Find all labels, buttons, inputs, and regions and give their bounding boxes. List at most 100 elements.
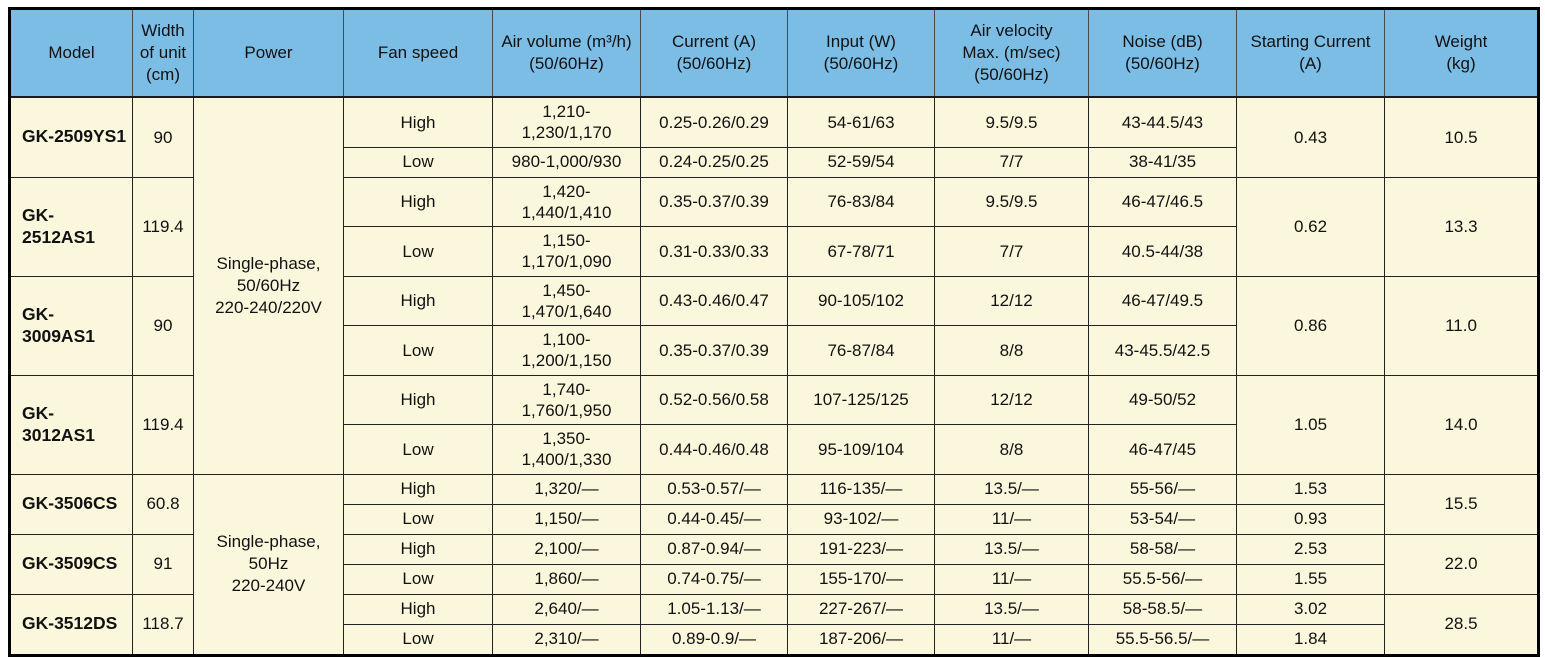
- input-cell: 155-170/—: [787, 563, 935, 595]
- current-cell: 0.74-0.75/—: [640, 563, 788, 595]
- noise-cell: 49-50/52: [1088, 374, 1237, 425]
- power-cell: Single-phase, 50/60Hz 220-240/220V: [193, 96, 344, 475]
- starting-current-cell: 0.62: [1236, 176, 1385, 277]
- current-cell: 1.05-1.13/—: [640, 593, 788, 625]
- air-velocity-cell: 7/7: [934, 226, 1089, 277]
- fan-speed-cell: Low: [343, 226, 493, 277]
- air-velocity-cell: 8/8: [934, 424, 1089, 475]
- table-header: Model Width of unit (cm) Power Fan speed…: [9, 8, 1539, 98]
- air-velocity-cell: 11/—: [934, 623, 1089, 656]
- fan-speed-cell: Low: [343, 146, 493, 178]
- air-volume-cell: 980-1,000/930: [492, 146, 641, 178]
- input-cell: 54-61/63: [787, 96, 935, 148]
- current-cell: 0.25-0.26/0.29: [640, 96, 788, 148]
- table-row: GK-3009AS1 90 High 1,450-1,470/1,640 0.43-0.…: [9, 275, 1539, 376]
- col-header-weight: Weight (kg): [1384, 8, 1539, 98]
- air-velocity-cell: 9.5/9.5: [934, 96, 1089, 148]
- input-cell: 107-125/125: [787, 374, 935, 425]
- current-cell: 0.24-0.25/0.25: [640, 146, 788, 178]
- air-velocity-cell: 13.5/—: [934, 473, 1089, 505]
- weight-cell: 10.5: [1384, 96, 1539, 178]
- air-velocity-cell: 9.5/9.5: [934, 176, 1089, 227]
- col-header-starting-current: Starting Current (A): [1236, 8, 1385, 98]
- current-cell: 0.44-0.45/—: [640, 503, 788, 535]
- table-row: GK-3012AS1 119.4 High 1,740-1,760/1,950 0.52…: [9, 374, 1539, 475]
- starting-current-cell: 3.02: [1236, 593, 1385, 625]
- col-header-fan-speed: Fan speed: [343, 8, 493, 98]
- fan-speed-cell: Low: [343, 325, 493, 376]
- fan-speed-cell: High: [343, 533, 493, 565]
- current-cell: 0.89-0.9/—: [640, 623, 788, 656]
- fan-speed-cell: High: [343, 593, 493, 625]
- noise-cell: 53-54/—: [1088, 503, 1237, 535]
- table-row: Low 1,350-1,400/1,330 0.44-0.46/0.48 95-109…: [10, 424, 1539, 475]
- model-cell: GK-3012AS1: [9, 374, 133, 475]
- input-cell: 191-223/—: [787, 533, 935, 565]
- air-volume-cell: 1,320/—: [492, 473, 641, 505]
- model-cell: GK-2509YS1: [9, 96, 133, 178]
- input-cell: 95-109/104: [787, 424, 935, 475]
- air-velocity-cell: 11/—: [934, 503, 1089, 535]
- air-volume-cell: 1,450-1,470/1,640: [492, 275, 641, 326]
- air-volume-cell: 1,350-1,400/1,330: [492, 424, 641, 475]
- col-header-noise: Noise (dB) (50/60Hz): [1088, 8, 1237, 98]
- model-cell: GK-3509CS: [9, 533, 133, 595]
- width-cell: 119.4: [132, 176, 194, 277]
- col-header-power: Power: [193, 8, 344, 98]
- air-velocity-cell: 12/12: [934, 374, 1089, 425]
- air-volume-cell: 1,150/—: [492, 503, 641, 535]
- starting-current-cell: 0.86: [1236, 275, 1385, 376]
- spec-sheet-page: Model Width of unit (cm) Power Fan speed…: [8, 7, 1540, 657]
- fan-speed-cell: Low: [343, 503, 493, 535]
- weight-cell: 15.5: [1384, 473, 1539, 535]
- width-cell: 119.4: [132, 374, 194, 475]
- current-cell: 0.35-0.37/0.39: [640, 325, 788, 376]
- noise-cell: 58-58/—: [1088, 533, 1237, 565]
- starting-current-cell: 1.05: [1236, 374, 1385, 475]
- col-header-current: Current (A) (50/60Hz): [640, 8, 788, 98]
- input-cell: 116-135/—: [787, 473, 935, 505]
- noise-cell: 55-56/—: [1088, 473, 1237, 505]
- air-volume-cell: 1,420-1,440/1,410: [492, 176, 641, 227]
- input-cell: 76-83/84: [787, 176, 935, 227]
- input-cell: 90-105/102: [787, 275, 935, 326]
- col-header-air-volume: Air volume (m³/h) (50/60Hz): [492, 8, 641, 98]
- model-cell: GK-3009AS1: [9, 275, 133, 376]
- air-velocity-cell: 12/12: [934, 275, 1089, 326]
- air-velocity-cell: 13.5/—: [934, 593, 1089, 625]
- model-cell: GK-2512AS1: [9, 176, 133, 277]
- spec-table-body: GK-2509YS1 90 Single-phase, 50/60Hz 220-24…: [9, 96, 1539, 656]
- fan-speed-cell: High: [343, 176, 493, 227]
- noise-cell: 55.5-56.5/—: [1088, 623, 1237, 656]
- fan-speed-cell: Low: [343, 563, 493, 595]
- starting-current-cell: 0.93: [1236, 503, 1385, 535]
- fan-speed-cell: High: [343, 374, 493, 425]
- weight-cell: 28.5: [1384, 593, 1539, 656]
- air-volume-cell: 1,210-1,230/1,170: [492, 96, 641, 148]
- input-cell: 67-78/71: [787, 226, 935, 277]
- noise-cell: 55.5-56/—: [1088, 563, 1237, 595]
- noise-cell: 46-47/45: [1088, 424, 1237, 475]
- air-velocity-cell: 11/—: [934, 563, 1089, 595]
- noise-cell: 43-45.5/42.5: [1088, 325, 1237, 376]
- noise-cell: 58-58.5/—: [1088, 593, 1237, 625]
- header-row: Model Width of unit (cm) Power Fan speed…: [9, 8, 1539, 98]
- current-cell: 0.52-0.56/0.58: [640, 374, 788, 425]
- input-cell: 227-267/—: [787, 593, 935, 625]
- col-header-air-velocity: Air velocity Max. (m/sec) (50/60Hz): [934, 8, 1089, 98]
- noise-cell: 46-47/49.5: [1088, 275, 1237, 326]
- fan-speed-cell: Low: [343, 623, 493, 656]
- noise-cell: 46-47/46.5: [1088, 176, 1237, 227]
- starting-current-cell: 2.53: [1236, 533, 1385, 565]
- fan-spec-table: Model Width of unit (cm) Power Fan speed…: [8, 7, 1540, 657]
- col-header-input: Input (W) (50/60Hz): [787, 8, 935, 98]
- fan-speed-cell: Low: [343, 424, 493, 475]
- col-header-width: Width of unit (cm): [132, 8, 194, 98]
- air-volume-cell: 1,150-1,170/1,090: [492, 226, 641, 277]
- table-row: Low 980-1,000/930 0.24-0.25/0.25 52-59/54 7/…: [10, 146, 1539, 178]
- air-volume-cell: 2,310/—: [492, 623, 641, 656]
- table-row: Low 1,100-1,200/1,150 0.35-0.37/0.39 76-87/…: [10, 325, 1539, 376]
- input-cell: 93-102/—: [787, 503, 935, 535]
- air-velocity-cell: 7/7: [934, 146, 1089, 178]
- current-cell: 0.87-0.94/—: [640, 533, 788, 565]
